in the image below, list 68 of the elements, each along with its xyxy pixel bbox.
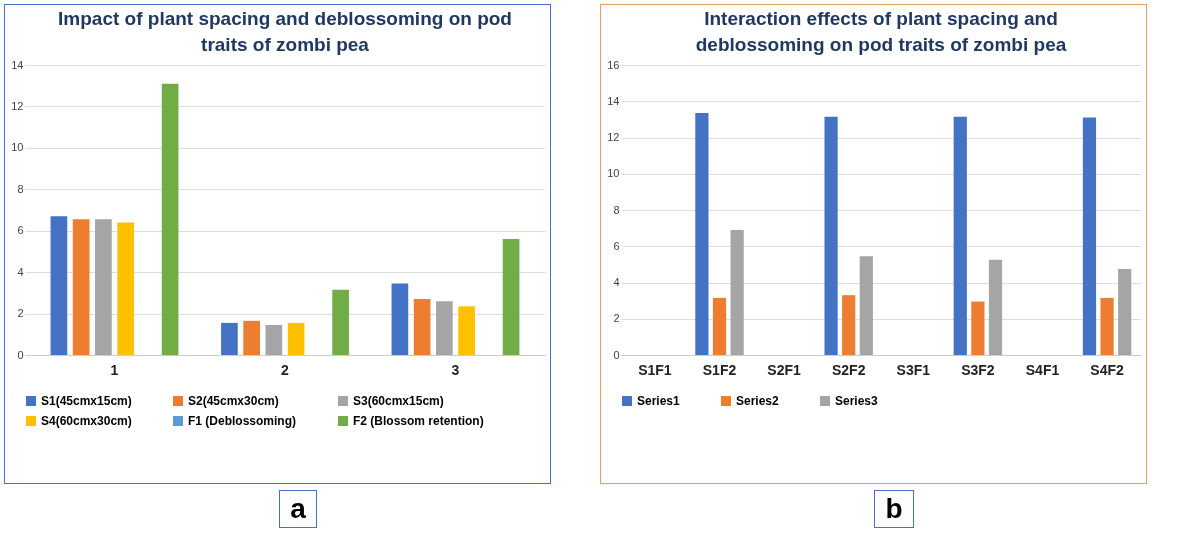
y-tick-label: 12: [11, 99, 24, 112]
legend-label: S4(60cmx30cm): [41, 414, 132, 428]
bar: [436, 301, 453, 355]
legend-label: S2(45cmx30cm): [188, 394, 279, 408]
y-tick-label: 6: [613, 239, 620, 252]
bar: [859, 256, 873, 355]
y-tick-label: 10: [607, 167, 620, 180]
bar: [730, 229, 744, 355]
y-tick-label: 0: [17, 348, 24, 361]
x-tick-label: S4F2: [1090, 361, 1125, 378]
bar: [712, 297, 727, 355]
text: a: [279, 490, 317, 528]
bar: [50, 216, 68, 355]
y-tick-label: 2: [613, 312, 620, 325]
bar: [243, 320, 260, 355]
bar: [824, 116, 838, 355]
chart-title: Interaction effects of plant spacing and deblossoming on pod traits of zombi pea: [695, 8, 1067, 55]
y-tick-label: 4: [613, 276, 620, 288]
bar: [502, 239, 520, 355]
bar: [695, 113, 709, 355]
legend-label: F2 (Blossom retention): [353, 414, 484, 428]
bar: [1100, 297, 1114, 355]
x-tick-label: S1F1: [638, 361, 672, 378]
x-tick-label: S3F1: [896, 361, 931, 378]
legend-label: Series2: [736, 394, 780, 408]
y-tick-label: 14: [11, 58, 24, 71]
bar: [265, 324, 283, 355]
legend-label: F1 (Deblossoming): [188, 414, 297, 428]
bar: [953, 116, 967, 355]
x-tick-label: 2: [281, 361, 290, 378]
y-tick-label: 4: [17, 265, 24, 278]
bar: [1082, 117, 1097, 355]
bar: [413, 299, 431, 355]
bar: [117, 222, 134, 355]
bar: [95, 219, 112, 355]
bar: [391, 283, 409, 355]
x-tick-label: 1: [110, 361, 119, 378]
x-tick-label: S4F1: [1025, 361, 1060, 378]
x-tick-label: S3F2: [961, 361, 995, 378]
bar: [971, 301, 985, 355]
x-tick-label: S2F2: [831, 361, 866, 378]
legend-label: Series3: [835, 394, 879, 408]
bar: [161, 83, 179, 355]
x-tick-label: 3: [451, 361, 460, 378]
y-tick-label: 6: [17, 224, 24, 237]
bar: [72, 219, 90, 355]
legend-label: S3(60cmx15cm): [353, 394, 444, 408]
y-tick-label: 2: [17, 307, 24, 320]
y-tick-label: 8: [17, 182, 24, 195]
bar: [221, 322, 238, 355]
x-tick-label: S2F1: [767, 361, 802, 378]
bar: [1118, 268, 1132, 355]
text: b: [874, 490, 914, 528]
y-tick-label: 16: [607, 58, 620, 71]
y-tick-label: 10: [11, 141, 24, 154]
bar: [287, 322, 305, 355]
legend-label: Series1: [637, 394, 681, 408]
y-tick-label: 8: [613, 203, 620, 216]
bar: [332, 289, 349, 355]
bar: [842, 295, 856, 355]
bar: [988, 259, 1003, 355]
legend-label: S1(45cmx15cm): [41, 394, 132, 408]
bar: [458, 306, 475, 355]
x-tick-label: S1F2: [702, 361, 737, 378]
y-tick-label: 12: [607, 131, 620, 143]
y-tick-label: 0: [613, 348, 620, 361]
y-tick-label: 14: [607, 94, 620, 107]
chart-title: Impact of plant spacing and deblossoming on pod traits of zombi pea: [58, 8, 512, 55]
